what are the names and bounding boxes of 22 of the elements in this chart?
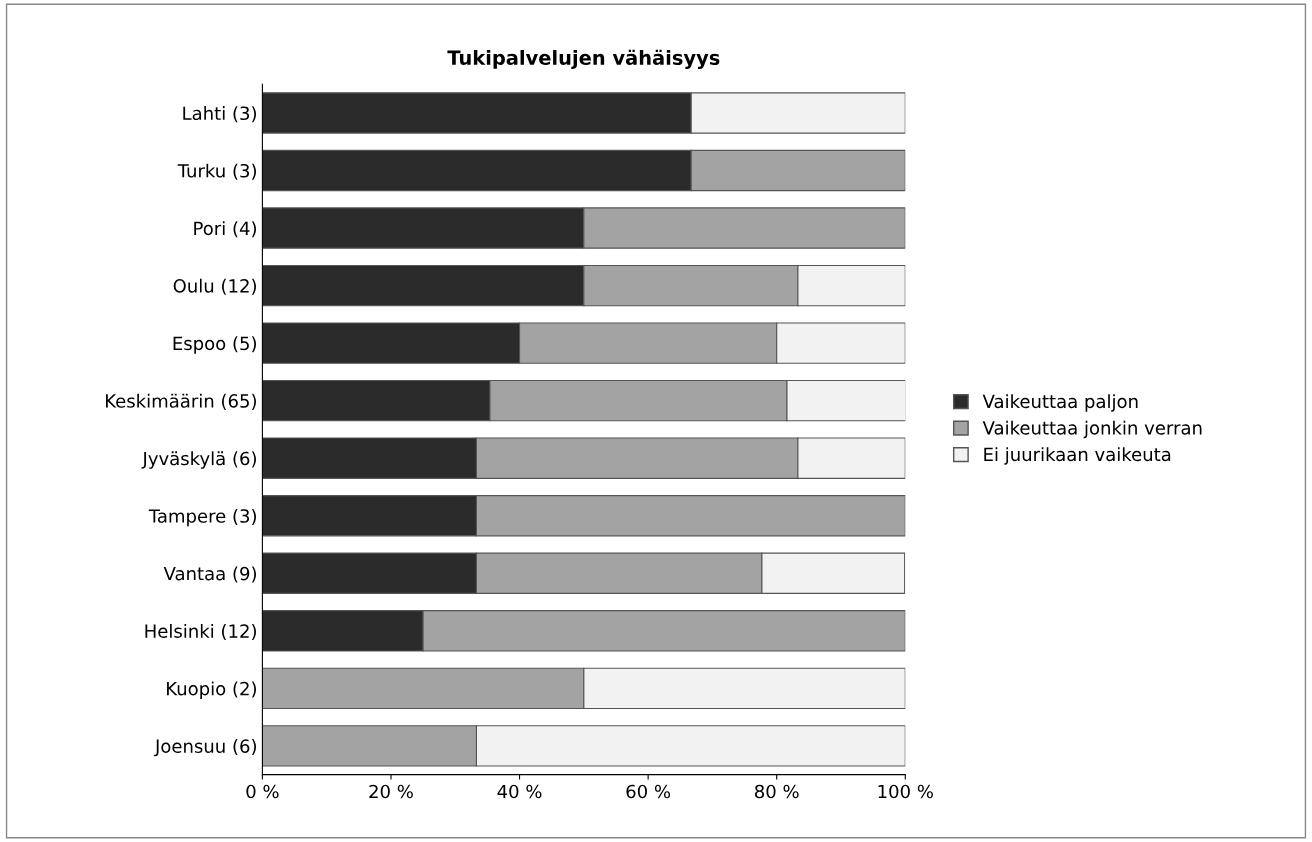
y-tick-label: Espoo (5) bbox=[173, 336, 256, 354]
y-tick-label: Turku (3) bbox=[177, 163, 256, 180]
x-tick-label: 40 % bbox=[497, 784, 542, 799]
x-tick-label: 60 % bbox=[626, 784, 671, 799]
x-tick-label: 20 % bbox=[369, 784, 413, 799]
y-tick-label: Oulu (12) bbox=[173, 278, 256, 295]
legend-label: Vaikeuttaa jonkin verran bbox=[982, 420, 1202, 439]
chart-title: Tukipalvelujen vähäisyys bbox=[447, 49, 720, 69]
y-tick-label: Kuopio (2) bbox=[167, 681, 256, 699]
x-tick-label: 100 % bbox=[878, 784, 933, 799]
legend-label: Ei juurikaan vaikeuta bbox=[984, 447, 1171, 465]
y-tick-label: Tampere (3) bbox=[148, 508, 256, 527]
y-tick-label: Pori (4) bbox=[194, 221, 256, 238]
y-tick-label: Joensuu (6) bbox=[154, 739, 256, 757]
x-tick-label: 0 % bbox=[246, 784, 279, 799]
x-tick-label: 80 % bbox=[754, 784, 799, 799]
y-tick-label: Helsinki (12) bbox=[145, 623, 256, 641]
y-tick-label: Jyväskylä (6) bbox=[141, 451, 256, 469]
y-tick-label: Vantaa (9) bbox=[163, 566, 256, 583]
y-tick-label: Keskimäärin (65) bbox=[105, 393, 256, 410]
legend-label: Vaikeuttaa paljon bbox=[982, 394, 1138, 412]
y-tick-label: Lahti (3) bbox=[183, 106, 256, 123]
